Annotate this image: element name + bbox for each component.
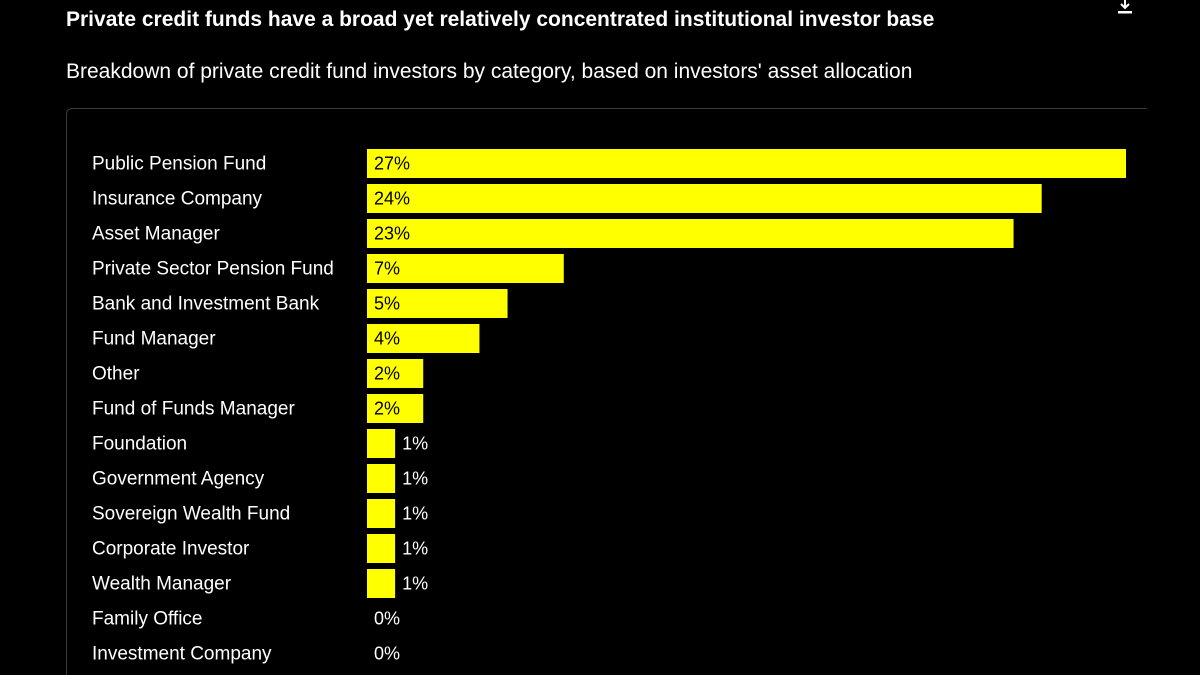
value-label: 1% [402, 574, 428, 594]
chart-panel: Public Pension Fund 27% Insurance Company 2… [66, 108, 1147, 675]
bar-row: Public Pension Fund 27% [92, 149, 1126, 178]
bar [367, 219, 1014, 248]
value-label: 2% [374, 364, 400, 384]
bar [367, 254, 564, 283]
category-label: Government Agency [92, 469, 265, 490]
category-label: Family Office [92, 609, 203, 630]
value-label: 5% [374, 294, 400, 314]
value-label: 0% [374, 609, 400, 629]
bar-row: Other 2% [92, 359, 424, 388]
category-label: Foundation [92, 434, 187, 455]
bar [367, 569, 396, 598]
download-icon[interactable] [1116, 0, 1134, 14]
bar-row: Private Sector Pension Fund 7% [92, 254, 564, 283]
value-label: 2% [374, 399, 400, 419]
category-label: Public Pension Fund [92, 154, 266, 175]
value-label: 27% [374, 154, 410, 174]
category-label: Asset Manager [92, 224, 220, 245]
category-label: Wealth Manager [92, 574, 232, 595]
bar-row: Family Office 0% [92, 609, 400, 630]
category-label: Fund of Funds Manager [92, 399, 295, 420]
bar-row: Investment Company 0% [92, 644, 400, 665]
category-label: Investment Company [92, 644, 272, 665]
bar-row: Insurance Company 24% [92, 184, 1042, 213]
bar-row: Government Agency 1% [92, 464, 428, 493]
category-label: Corporate Investor [92, 539, 250, 560]
value-label: 1% [402, 434, 428, 454]
value-label: 1% [402, 504, 428, 524]
bar [367, 429, 396, 458]
value-label: 1% [402, 469, 428, 489]
category-label: Private Sector Pension Fund [92, 259, 334, 280]
category-label: Other [92, 364, 140, 385]
category-label: Bank and Investment Bank [92, 294, 320, 315]
bar [367, 359, 424, 388]
chart-title: Private credit funds have a broad yet re… [66, 8, 935, 31]
bar [367, 534, 396, 563]
value-label: 23% [374, 224, 410, 244]
bar-row: Foundation 1% [92, 429, 428, 458]
bar [367, 324, 480, 353]
category-label: Sovereign Wealth Fund [92, 504, 290, 525]
bar-row: Bank and Investment Bank 5% [92, 289, 508, 318]
value-label: 7% [374, 259, 400, 279]
bar-row: Corporate Investor 1% [92, 534, 428, 563]
bar [367, 289, 508, 318]
value-label: 4% [374, 329, 400, 349]
category-label: Insurance Company [92, 189, 263, 210]
value-label: 24% [374, 189, 410, 209]
bar [367, 499, 396, 528]
bar [367, 464, 396, 493]
bar [367, 184, 1042, 213]
bar-row: Wealth Manager 1% [92, 569, 428, 598]
bar [367, 394, 424, 423]
value-label: 1% [402, 539, 428, 559]
bar-row: Sovereign Wealth Fund 1% [92, 499, 428, 528]
bar [367, 149, 1126, 178]
bar-chart: Public Pension Fund 27% Insurance Company 2… [92, 149, 1126, 665]
chart-subtitle: Breakdown of private credit fund investo… [66, 60, 913, 83]
category-label: Fund Manager [92, 329, 216, 350]
bar-row: Asset Manager 23% [92, 219, 1014, 248]
bar-row: Fund of Funds Manager 2% [92, 394, 424, 423]
bar-row: Fund Manager 4% [92, 324, 480, 353]
value-label: 0% [374, 644, 400, 664]
